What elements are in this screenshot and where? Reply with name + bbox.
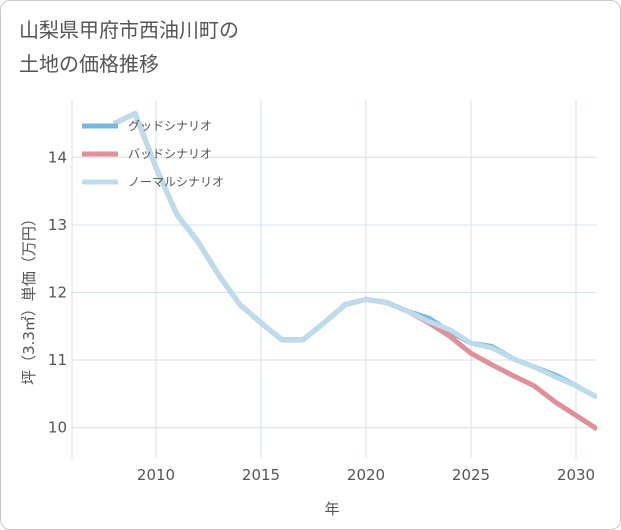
x-axis-label: 年 <box>324 500 339 518</box>
legend-label-1: グッドシナリオ <box>128 119 212 133</box>
x-tick-label: 2015 <box>242 466 280 484</box>
series-lines <box>112 111 597 432</box>
y-tick-label: 13 <box>48 216 67 234</box>
chart-title: 山梨県甲府市西油川町の 土地の価格推移 <box>19 13 239 81</box>
legend-label-2: バッドシナリオ <box>128 147 212 161</box>
y-tick-label: 14 <box>48 148 67 166</box>
y-tick-labels: 10 11 12 13 14 <box>48 148 67 436</box>
y-tick-label: 10 <box>48 419 67 437</box>
y-tick-label: 11 <box>48 351 67 369</box>
chart-title-line-1: 山梨県甲府市西油川町の <box>19 18 239 42</box>
x-tick-label: 2010 <box>137 466 175 484</box>
y-tick-label: 12 <box>48 284 67 302</box>
x-tick-label: 2020 <box>347 466 385 484</box>
plot-area <box>72 100 597 458</box>
x-tick-label: 2030 <box>557 466 595 484</box>
x-tick-label: 2025 <box>452 466 490 484</box>
series-line-3 <box>112 111 597 400</box>
legend-label-3: ノーマルシナリオ <box>128 175 224 189</box>
chart-title-line-2: 土地の価格推移 <box>19 52 159 76</box>
x-tick-labels: 2010 2015 2020 2025 2030 <box>137 466 595 484</box>
grid <box>71 100 597 458</box>
y-axis-label: 坪（3.3㎡）単価（万円） <box>20 211 38 385</box>
